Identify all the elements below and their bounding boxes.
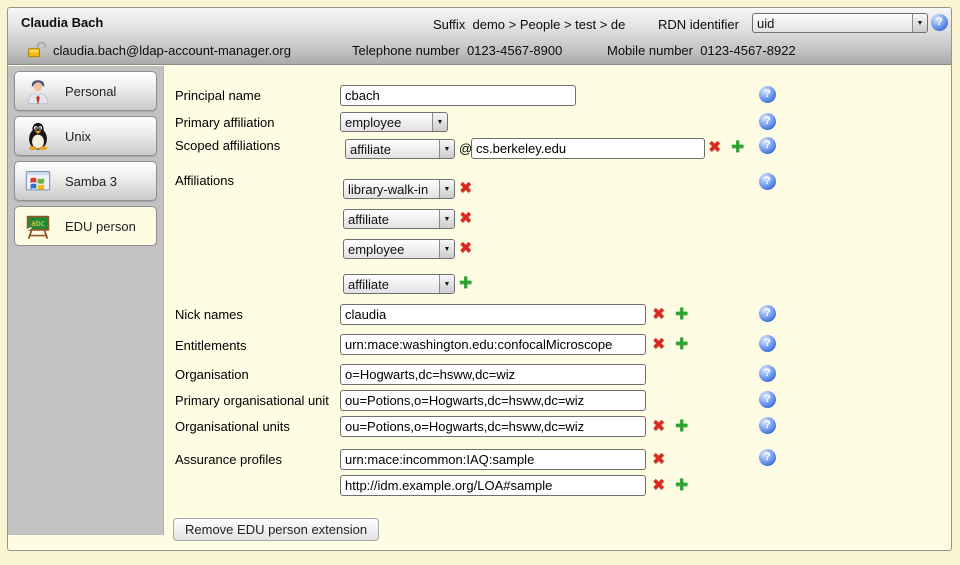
primary-affiliation-select[interactable]: employee ▼ — [340, 112, 448, 132]
telephone-group: Telephone number 0123-4567-8900 — [352, 43, 562, 58]
delete-icon[interactable]: ✖ — [652, 477, 666, 494]
rdn-selected-value: uid — [757, 15, 775, 31]
tab-personal[interactable]: Personal — [14, 71, 157, 111]
account-panel: Claudia Bach Suffix demo > People > test… — [7, 7, 952, 551]
help-icon[interactable]: ? — [759, 417, 776, 434]
tab-label: EDU person — [65, 218, 136, 234]
suffix-breadcrumb: demo > People > test > de — [472, 17, 626, 32]
remove-edu-person-extension-button[interactable]: Remove EDU person extension — [173, 518, 380, 541]
mobile-group: Mobile number 0123-4567-8922 — [607, 43, 796, 58]
delete-icon[interactable]: ✖ — [652, 418, 666, 435]
account-email: claudia.bach@ldap-account-manager.org — [53, 43, 291, 58]
tab-label: Personal — [65, 83, 117, 99]
add-icon[interactable]: ✚ — [675, 418, 689, 435]
field-label-primary-organisational-unit: Primary organisational unit — [175, 393, 329, 408]
nick-names-input[interactable] — [340, 304, 646, 325]
selected-value: employee — [345, 114, 402, 130]
organisational-units-input[interactable] — [340, 416, 646, 437]
affiliation-select-3[interactable]: employee ▼ — [343, 239, 455, 259]
help-icon[interactable]: ? — [759, 113, 776, 130]
field-label-affiliations: Affiliations — [175, 173, 235, 188]
field-label-assurance-profiles: Assurance profiles — [175, 452, 282, 467]
add-icon[interactable]: ✚ — [459, 275, 473, 292]
chalkboard-abc-text: abc — [31, 219, 44, 228]
unlock-icon[interactable] — [26, 41, 48, 59]
selected-value: affiliate — [350, 141, 391, 157]
affiliation-select-1[interactable]: library-walk-in ▼ — [343, 179, 455, 199]
affiliation-select-2[interactable]: affiliate ▼ — [343, 209, 455, 229]
add-icon[interactable]: ✚ — [675, 477, 689, 494]
penguin-icon — [22, 120, 54, 152]
help-icon[interactable]: ? — [759, 305, 776, 322]
field-label-principal-name: Principal name — [175, 88, 261, 103]
mobile-label: Mobile number — [607, 43, 693, 58]
help-icon[interactable]: ? — [759, 449, 776, 466]
delete-icon[interactable]: ✖ — [459, 240, 473, 257]
field-label-organisation: Organisation — [175, 367, 249, 382]
chalkboard-icon: abc — [22, 210, 54, 242]
tab-unix[interactable]: Unix — [14, 116, 157, 156]
delete-icon[interactable]: ✖ — [652, 306, 666, 323]
scoped-affiliation-select[interactable]: affiliate ▼ — [345, 139, 455, 159]
primary-organisational-unit-input[interactable] — [340, 390, 646, 411]
delete-icon[interactable]: ✖ — [652, 451, 666, 468]
help-icon[interactable]: ? — [759, 335, 776, 352]
chevron-down-icon: ▼ — [439, 275, 454, 293]
person-icon — [22, 75, 54, 107]
rdn-identifier-select[interactable]: uid ▼ — [752, 13, 928, 33]
module-tab-bar: Personal Unix — [8, 66, 164, 535]
selected-value: employee — [348, 241, 405, 257]
tab-samba3[interactable]: Samba 3 — [14, 161, 157, 201]
field-label-scoped-affiliations: Scoped affiliations — [175, 138, 281, 153]
telephone-label: Telephone number — [352, 43, 460, 58]
field-label-nick-names: Nick names — [175, 307, 243, 322]
selected-value: library-walk-in — [348, 181, 429, 197]
delete-icon[interactable]: ✖ — [708, 139, 722, 156]
chevron-down-icon: ▼ — [439, 210, 454, 228]
help-icon[interactable]: ? — [759, 86, 776, 103]
affiliation-new-select[interactable]: affiliate ▼ — [343, 274, 455, 294]
field-label-entitlements: Entitlements — [175, 338, 247, 353]
rdn-identifier-label: RDN identifier — [658, 17, 739, 32]
assurance-profile-input-1[interactable] — [340, 449, 646, 470]
account-header: Claudia Bach Suffix demo > People > test… — [8, 8, 951, 65]
help-icon[interactable]: ? — [759, 173, 776, 190]
help-icon[interactable]: ? — [759, 391, 776, 408]
open-padlock-graphic — [28, 41, 47, 58]
entitlements-input[interactable] — [340, 334, 646, 355]
suffix-label: Suffix — [433, 17, 466, 32]
help-icon[interactable]: ? — [931, 14, 948, 31]
chevron-down-icon: ▼ — [439, 140, 454, 158]
delete-icon[interactable]: ✖ — [459, 180, 473, 197]
chevron-down-icon: ▼ — [439, 180, 454, 198]
selected-value: affiliate — [348, 276, 389, 292]
organisation-input[interactable] — [340, 364, 646, 385]
telephone-value: 0123-4567-8900 — [466, 43, 563, 58]
tab-label: Samba 3 — [65, 173, 118, 189]
chevron-down-icon: ▼ — [432, 113, 447, 131]
delete-icon[interactable]: ✖ — [459, 210, 473, 227]
scoped-affiliation-domain-input[interactable] — [471, 138, 705, 159]
chevron-down-icon: ▼ — [439, 240, 454, 258]
suffix-group: Suffix demo > People > test > de — [433, 17, 625, 32]
add-icon[interactable]: ✚ — [675, 306, 689, 323]
add-icon[interactable]: ✚ — [675, 336, 689, 353]
tab-label: Unix — [65, 128, 92, 144]
help-icon[interactable]: ? — [759, 137, 776, 154]
windows-icon — [22, 165, 54, 197]
chevron-down-icon: ▼ — [912, 14, 927, 32]
add-icon[interactable]: ✚ — [731, 139, 745, 156]
delete-icon[interactable]: ✖ — [652, 336, 666, 353]
mobile-value: 0123-4567-8922 — [700, 43, 796, 58]
tab-edu-person[interactable]: abc EDU person — [14, 206, 157, 246]
help-icon[interactable]: ? — [759, 365, 776, 382]
assurance-profile-input-2[interactable] — [340, 475, 646, 496]
field-label-organisational-units: Organisational units — [175, 419, 290, 434]
at-separator: @ — [459, 141, 473, 156]
account-name: Claudia Bach — [21, 15, 104, 30]
field-label-primary-affiliation: Primary affiliation — [175, 115, 275, 130]
selected-value: affiliate — [348, 211, 389, 227]
principal-name-input[interactable] — [340, 85, 576, 106]
